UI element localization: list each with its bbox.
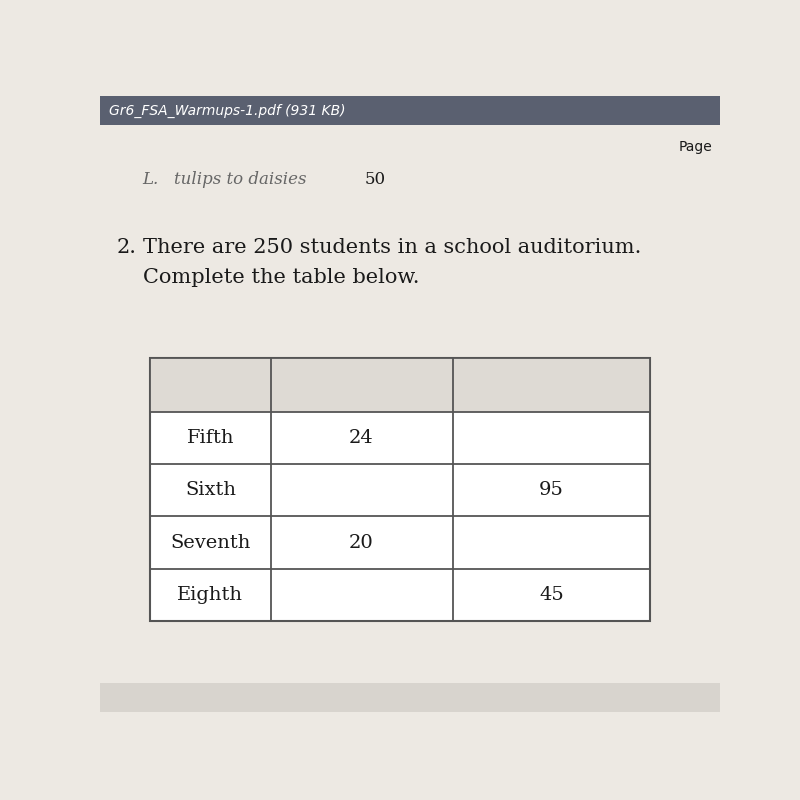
Text: Complete the table below.: Complete the table below. bbox=[142, 268, 419, 286]
FancyBboxPatch shape bbox=[150, 358, 650, 621]
Text: There are 250 students in a school auditorium.: There are 250 students in a school audit… bbox=[142, 238, 641, 258]
FancyBboxPatch shape bbox=[100, 96, 720, 126]
Text: 24: 24 bbox=[349, 429, 374, 447]
Text: 2.: 2. bbox=[117, 238, 137, 258]
Text: 45: 45 bbox=[539, 586, 564, 604]
Text: 20: 20 bbox=[349, 534, 374, 552]
Text: Gr6_FSA_Warmups-1.pdf (931 KB): Gr6_FSA_Warmups-1.pdf (931 KB) bbox=[110, 103, 346, 118]
Text: Fifth: Fifth bbox=[186, 429, 234, 447]
Text: Sixth: Sixth bbox=[185, 482, 236, 499]
Text: Eighth: Eighth bbox=[178, 586, 243, 604]
Text: ?: ? bbox=[114, 691, 121, 704]
Text: Grade: Grade bbox=[180, 376, 241, 394]
Text: C 1 5    . . .: C 1 5 . . . bbox=[550, 692, 610, 702]
Text: Page: Page bbox=[678, 140, 712, 154]
FancyBboxPatch shape bbox=[100, 682, 720, 712]
Text: Number of
Students: Number of Students bbox=[498, 365, 606, 405]
Text: L.   tulips to daisies: L. tulips to daisies bbox=[142, 170, 307, 188]
Text: 50: 50 bbox=[365, 170, 386, 188]
FancyBboxPatch shape bbox=[150, 358, 650, 412]
Text: 95: 95 bbox=[539, 482, 564, 499]
Text: Seventh: Seventh bbox=[170, 534, 250, 552]
Text: Percent of
All Students: Percent of All Students bbox=[299, 365, 423, 405]
